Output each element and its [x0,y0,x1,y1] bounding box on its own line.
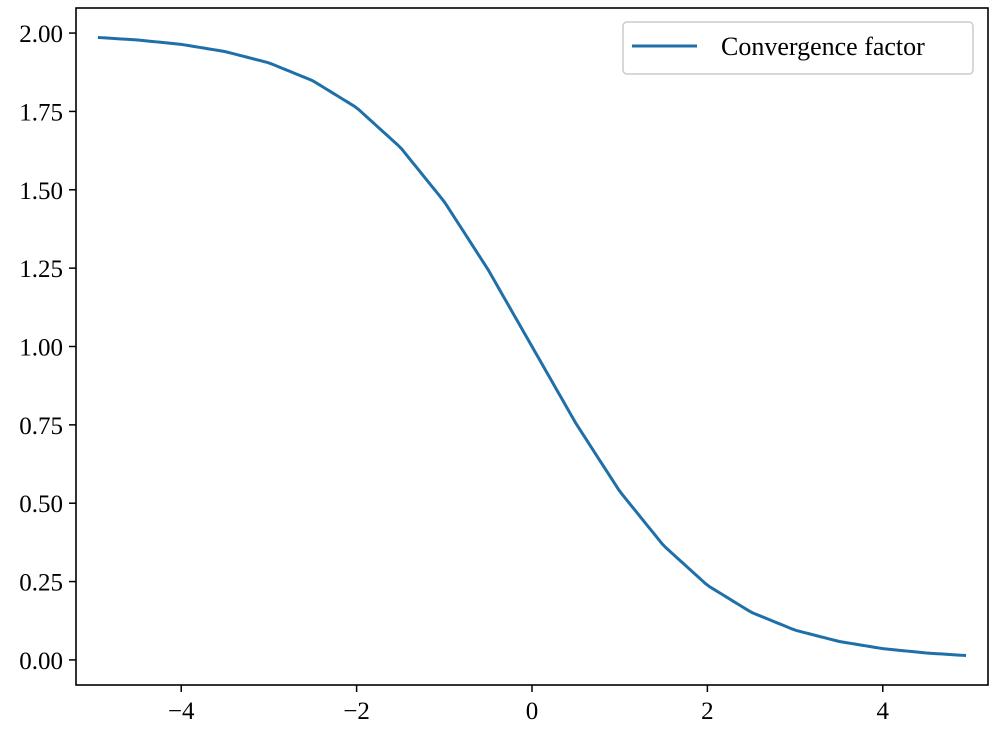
y-tick-label: 1.50 [19,178,63,205]
y-tick-label: 1.00 [19,335,63,362]
y-tick-label: 0.50 [19,491,63,518]
x-tick-label: 0 [526,698,539,725]
axis-ticks: −4 −2 0 2 4 0.00 0.25 0.50 0.75 1.00 1.25 1.50 1.75 2… [19,21,889,725]
series-line-0 [97,35,967,658]
y-tick-label: 2.00 [19,21,63,48]
x-tick-label: −2 [343,698,370,725]
legend: Convergence factor [622,21,974,75]
y-tick-label: 0.75 [19,413,63,440]
legend-label: Convergence factor [721,32,925,61]
x-tick-label: 2 [701,698,714,725]
series-layer [97,35,967,658]
y-tick-label: 1.75 [19,99,63,126]
y-tick-label: 0.25 [19,570,63,597]
y-tick-label: 0.00 [19,648,63,675]
x-tick-label: −4 [168,698,195,725]
legend-box [622,21,974,75]
x-tick-label: 4 [877,698,890,725]
y-tick-label: 1.25 [19,256,63,283]
